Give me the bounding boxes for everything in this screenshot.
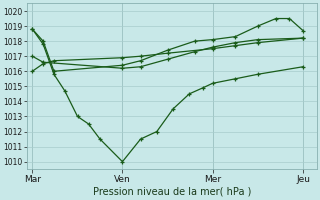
X-axis label: Pression niveau de la mer( hPa ): Pression niveau de la mer( hPa ) bbox=[92, 187, 251, 197]
